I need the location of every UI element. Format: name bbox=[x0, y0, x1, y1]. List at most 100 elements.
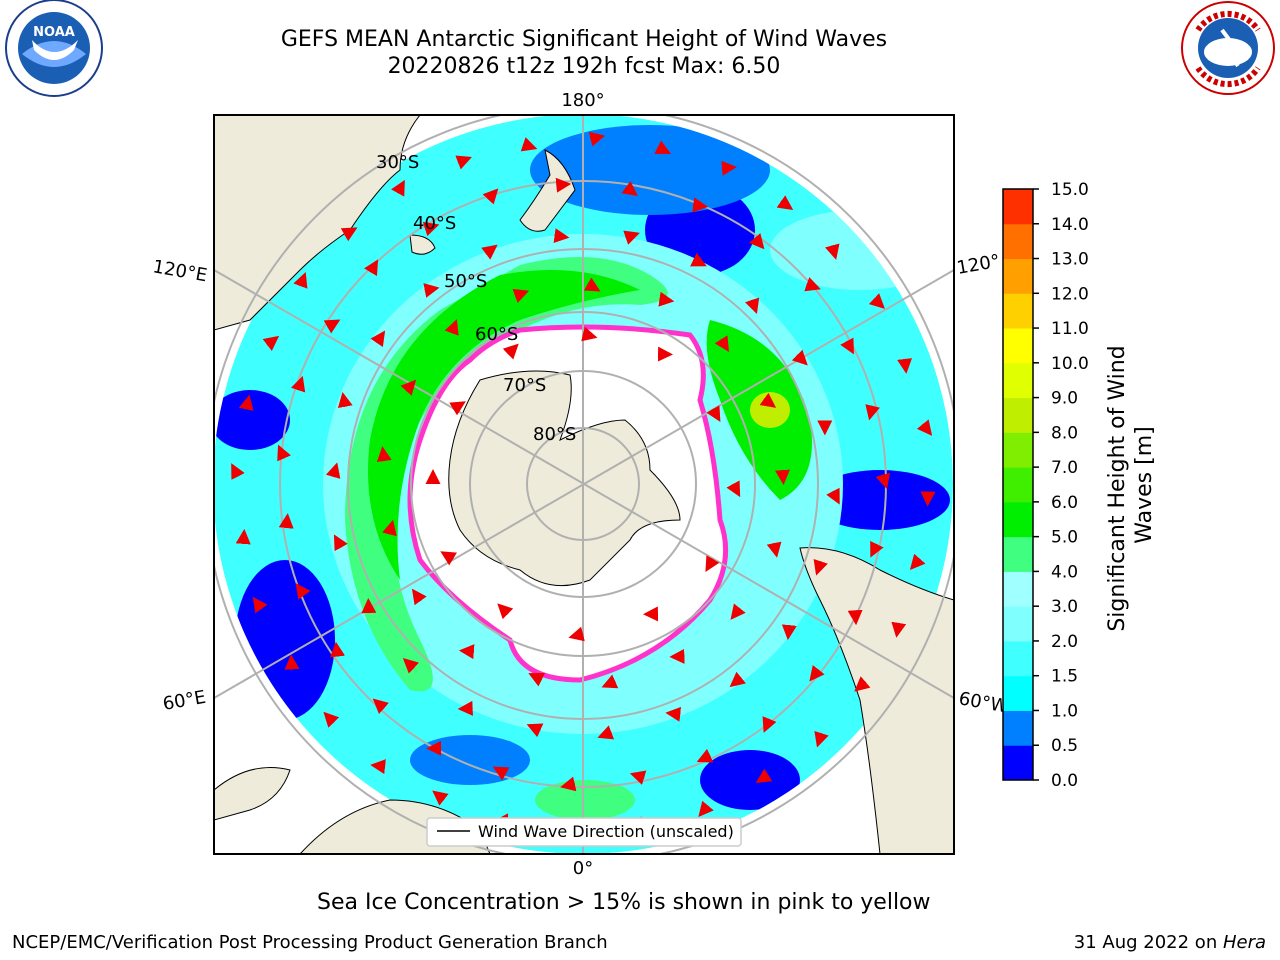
wave-direction-arrow bbox=[457, 700, 473, 716]
wave-direction-arrow bbox=[482, 188, 499, 205]
colorbar-tick-label: 13.0 bbox=[1051, 250, 1089, 270]
wave-direction-arrow bbox=[370, 759, 386, 775]
wave-direction-arrow bbox=[568, 626, 585, 642]
wave-direction-arrow bbox=[325, 462, 341, 479]
high-wave-region bbox=[368, 270, 640, 580]
wave-direction-arrow bbox=[891, 621, 907, 638]
wave-direction-arrow bbox=[520, 137, 538, 152]
wave-direction-arrow bbox=[422, 221, 440, 237]
colorbar-segment bbox=[1003, 223, 1033, 260]
wave-direction-arrow bbox=[730, 603, 746, 620]
wave-direction-arrow bbox=[698, 800, 714, 818]
wave-direction-arrow bbox=[623, 230, 640, 245]
wave-direction-arrow bbox=[744, 297, 760, 315]
wave-direction-arrow bbox=[824, 243, 840, 260]
colorbar-tick-label: 14.0 bbox=[1051, 215, 1089, 235]
colorbar-segment bbox=[1003, 189, 1033, 225]
wave-direction-arrow bbox=[775, 469, 790, 486]
wave-direction-arrow bbox=[238, 394, 254, 411]
wave-direction-arrow bbox=[411, 588, 427, 606]
wave-direction-arrow bbox=[382, 519, 397, 537]
wave-direction-arrow bbox=[814, 730, 829, 748]
wave-direction-arrow bbox=[804, 277, 821, 292]
high-wave-region bbox=[535, 780, 635, 820]
wave-direction-arrow bbox=[361, 598, 377, 614]
wave-direction-arrow bbox=[696, 748, 714, 763]
colorbar-segment bbox=[1003, 328, 1033, 364]
lat-label-50s: 50°S bbox=[444, 271, 487, 292]
wind-wave-arrows bbox=[231, 131, 936, 836]
colorbar-tick-label: 0.5 bbox=[1051, 736, 1078, 756]
wave-direction-arrow bbox=[721, 160, 737, 176]
graticule bbox=[214, 115, 954, 854]
low-wave-region bbox=[214, 390, 290, 450]
wave-direction-arrow bbox=[665, 706, 682, 722]
wave-direction-arrow bbox=[231, 463, 245, 480]
wave-direction-arrow bbox=[440, 551, 457, 566]
colorbar-tick-label: 0.0 bbox=[1051, 771, 1078, 791]
wave-direction-arrow bbox=[847, 609, 863, 626]
wave-direction-arrow bbox=[423, 283, 440, 298]
lat-label-30s: 30°S bbox=[376, 152, 419, 173]
wave-direction-arrow bbox=[337, 391, 353, 409]
colorbar-segment bbox=[1003, 640, 1033, 677]
wave-direction-arrow bbox=[601, 674, 619, 689]
colorbar-segment bbox=[1003, 745, 1033, 781]
map-frame bbox=[213, 114, 955, 855]
footer-date-text: 31 Aug 2022 on bbox=[1073, 932, 1223, 953]
noaa-logo-icon: NOAA bbox=[5, 0, 103, 97]
wave-direction-arrow bbox=[458, 644, 475, 660]
colorbar-tick-label: 15.0 bbox=[1051, 180, 1089, 200]
wave-direction-arrow bbox=[588, 131, 606, 147]
colorbar-segment bbox=[1003, 710, 1033, 746]
wave-direction-arrow bbox=[875, 472, 891, 490]
wave-direction-arrow bbox=[290, 375, 306, 393]
colorbar-tick-label: 11.0 bbox=[1051, 319, 1089, 339]
lon-label-180: 180° bbox=[561, 90, 604, 111]
wave-direction-arrow bbox=[581, 326, 598, 342]
chart-title: GEFS MEAN Antarctic Significant Height o… bbox=[280, 27, 888, 52]
wave-direction-arrow bbox=[706, 405, 721, 422]
wave-direction-arrow bbox=[330, 641, 346, 658]
wave-direction-arrow bbox=[295, 583, 311, 600]
wave-direction-arrow bbox=[277, 444, 291, 462]
wave-direction-arrow bbox=[252, 596, 268, 614]
wave-direction-arrow bbox=[762, 716, 777, 733]
colorbar-segment bbox=[1003, 606, 1033, 642]
colorbar-tick-label: 1.5 bbox=[1051, 667, 1078, 687]
wave-direction-arrow bbox=[376, 446, 392, 463]
wave-direction-arrow bbox=[759, 392, 777, 408]
tasmania-landmass bbox=[409, 234, 436, 255]
colorbar-tick-label: 9.0 bbox=[1051, 389, 1078, 409]
wave-direction-arrow bbox=[481, 244, 498, 260]
lat-label-70s: 70°S bbox=[503, 375, 546, 396]
lon-label-60w: 60°W bbox=[957, 688, 1010, 717]
colorbar-tick-label: 7.0 bbox=[1051, 458, 1078, 478]
wave-direction-arrow bbox=[444, 319, 459, 336]
low-wave-region bbox=[530, 125, 770, 215]
lat-label-60s: 60°S bbox=[475, 324, 518, 345]
antarctica-landmass bbox=[448, 370, 681, 587]
wave-direction-arrow bbox=[391, 179, 405, 197]
wave-direction-arrow bbox=[553, 228, 570, 244]
wave-direction-arrow bbox=[560, 776, 577, 792]
wave-direction-arrow bbox=[813, 558, 828, 576]
madagascar-landmass bbox=[214, 767, 291, 821]
colorbar-tick-label: 10.0 bbox=[1051, 354, 1089, 374]
lat-label-40s: 40°S bbox=[413, 213, 456, 234]
colorbar-tick-label: 12.0 bbox=[1051, 284, 1089, 304]
footer-machine: Hera bbox=[1222, 932, 1266, 953]
footer-branch: NCEP/EMC/Verification Post Processing Pr… bbox=[12, 932, 608, 953]
lon-label-60e: 60°E bbox=[161, 687, 207, 715]
wave-direction-arrow bbox=[690, 252, 707, 267]
wave-direction-arrow bbox=[323, 711, 340, 728]
colorbar-label: Significant Height of Wind Waves [m] bbox=[1105, 338, 1157, 631]
wave-direction-arrow bbox=[865, 404, 880, 421]
wave-direction-arrow bbox=[455, 155, 472, 170]
wave-direction-arrow bbox=[526, 723, 544, 738]
colorbar-segment bbox=[1003, 675, 1033, 711]
wave-direction-arrow bbox=[916, 419, 933, 436]
colorbar-segment bbox=[1003, 467, 1033, 503]
lon-label-120w: 120° bbox=[955, 251, 1001, 279]
